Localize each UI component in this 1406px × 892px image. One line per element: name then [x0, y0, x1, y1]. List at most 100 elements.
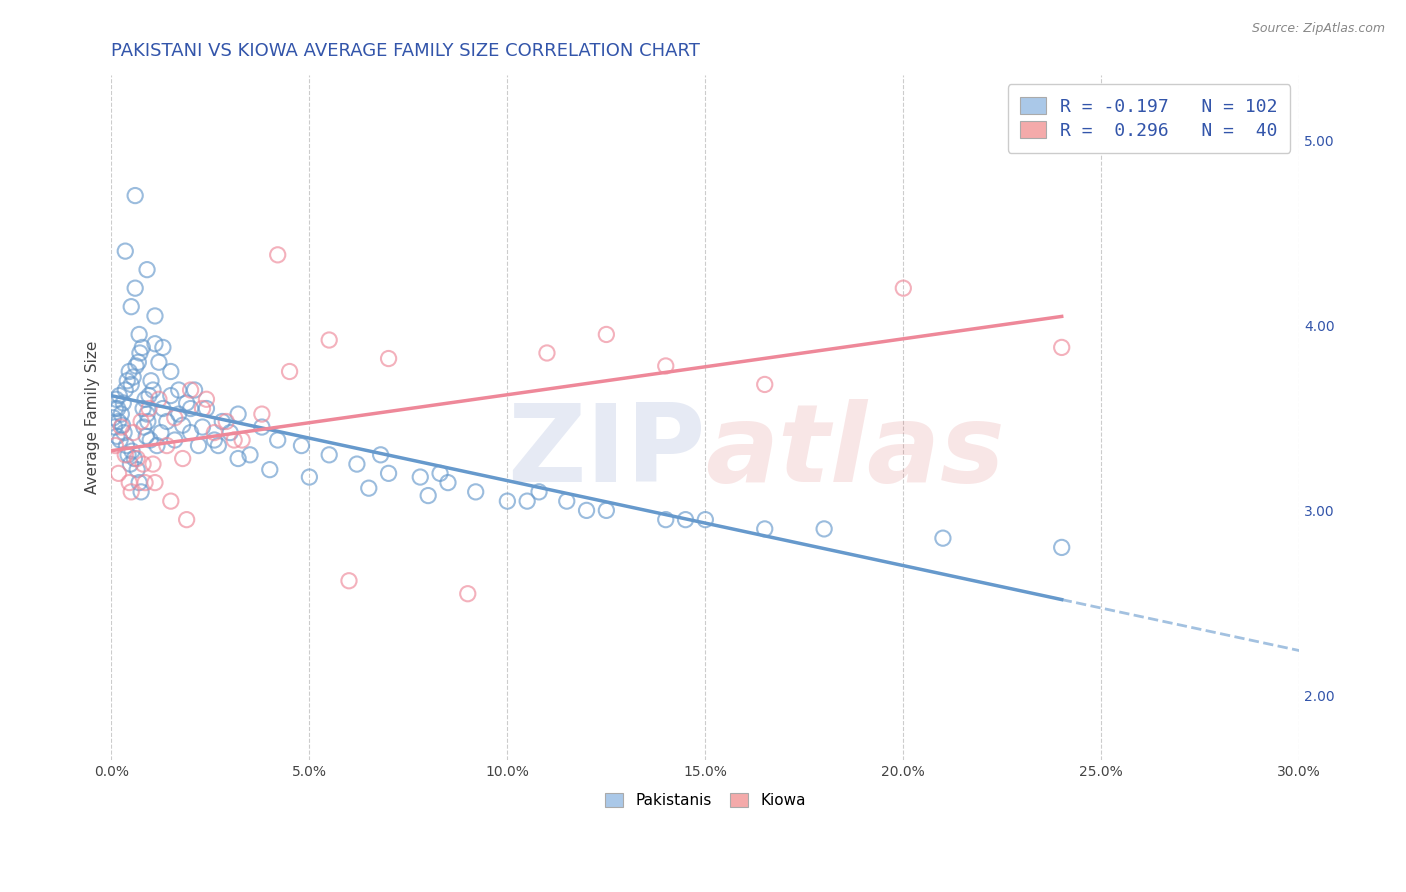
Point — [120, 484, 142, 499]
Point — [163, 410, 186, 425]
Point — [107, 415, 129, 429]
Point — [117, 448, 139, 462]
Point — [124, 188, 146, 202]
Point — [124, 281, 146, 295]
Point — [138, 388, 160, 402]
Point — [112, 425, 135, 440]
Point — [122, 425, 145, 440]
Point — [112, 396, 135, 410]
Point — [115, 439, 138, 453]
Point — [163, 433, 186, 447]
Point — [191, 401, 214, 416]
Point — [108, 433, 131, 447]
Point — [143, 475, 166, 490]
Point — [250, 407, 273, 421]
Point — [132, 457, 155, 471]
Point — [1050, 340, 1073, 354]
Point — [346, 457, 368, 471]
Point — [122, 370, 145, 384]
Point — [118, 475, 141, 490]
Point — [105, 429, 128, 443]
Point — [103, 410, 125, 425]
Point — [104, 439, 127, 453]
Point — [231, 433, 253, 447]
Point — [159, 494, 181, 508]
Point — [211, 415, 233, 429]
Point — [107, 467, 129, 481]
Point — [136, 415, 159, 429]
Point — [813, 522, 835, 536]
Text: atlas: atlas — [706, 399, 1005, 505]
Point — [754, 522, 776, 536]
Legend: Pakistanis, Kiowa: Pakistanis, Kiowa — [599, 787, 813, 814]
Point — [195, 392, 218, 407]
Point — [139, 433, 162, 447]
Point — [148, 355, 170, 369]
Point — [143, 336, 166, 351]
Point — [176, 396, 198, 410]
Point — [195, 401, 218, 416]
Point — [516, 494, 538, 508]
Point — [134, 475, 156, 490]
Point — [143, 309, 166, 323]
Point — [125, 359, 148, 373]
Point — [290, 439, 312, 453]
Point — [127, 355, 149, 369]
Point — [457, 587, 479, 601]
Point — [148, 392, 170, 407]
Point — [129, 484, 152, 499]
Point — [167, 383, 190, 397]
Point — [655, 513, 678, 527]
Point — [142, 457, 165, 471]
Point — [595, 327, 617, 342]
Point — [202, 425, 225, 440]
Point — [187, 439, 209, 453]
Point — [298, 470, 321, 484]
Point — [127, 463, 149, 477]
Point — [172, 451, 194, 466]
Point — [129, 346, 152, 360]
Point — [176, 513, 198, 527]
Point — [111, 418, 134, 433]
Text: PAKISTANI VS KIOWA AVERAGE FAMILY SIZE CORRELATION CHART: PAKISTANI VS KIOWA AVERAGE FAMILY SIZE C… — [111, 42, 700, 60]
Point — [136, 407, 159, 421]
Point — [575, 503, 598, 517]
Point — [226, 407, 249, 421]
Point — [120, 300, 142, 314]
Point — [437, 475, 460, 490]
Point — [207, 439, 229, 453]
Point — [149, 425, 172, 440]
Point — [172, 418, 194, 433]
Point — [156, 415, 179, 429]
Point — [536, 346, 558, 360]
Point — [555, 494, 578, 508]
Point — [891, 281, 914, 295]
Point — [278, 364, 301, 378]
Text: Source: ZipAtlas.com: Source: ZipAtlas.com — [1251, 22, 1385, 36]
Y-axis label: Average Family Size: Average Family Size — [86, 341, 100, 494]
Point — [120, 457, 142, 471]
Point — [754, 377, 776, 392]
Point — [118, 364, 141, 378]
Point — [527, 484, 550, 499]
Point — [418, 489, 440, 503]
Point — [675, 513, 697, 527]
Point — [180, 401, 202, 416]
Point — [159, 388, 181, 402]
Point — [239, 448, 262, 462]
Point — [121, 444, 143, 458]
Point — [107, 401, 129, 416]
Point — [202, 433, 225, 447]
Point — [152, 401, 174, 416]
Point — [114, 383, 136, 397]
Point — [259, 463, 281, 477]
Point — [127, 451, 149, 466]
Point — [139, 374, 162, 388]
Point — [695, 513, 717, 527]
Point — [180, 383, 202, 397]
Point — [318, 448, 340, 462]
Point — [180, 425, 202, 440]
Point — [337, 574, 360, 588]
Point — [183, 383, 205, 397]
Point — [1050, 541, 1073, 555]
